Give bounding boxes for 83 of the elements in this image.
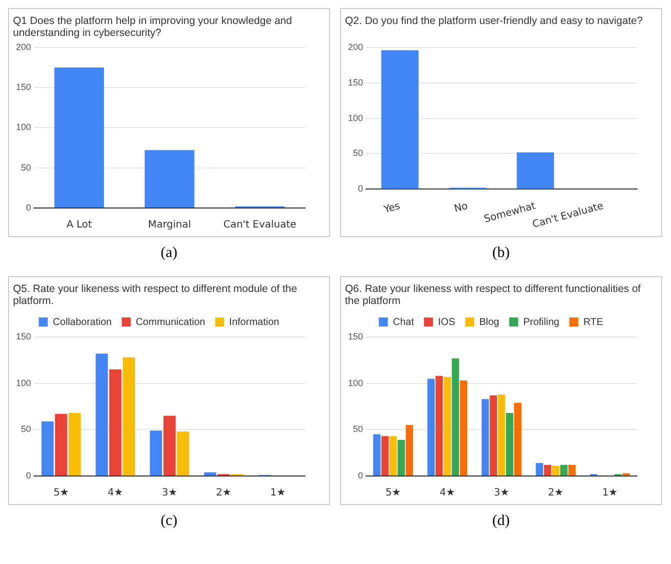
bar	[406, 425, 414, 476]
bar	[389, 436, 397, 476]
y-tick-label: 150	[16, 82, 32, 92]
bar	[144, 150, 194, 208]
chart-title: Q2. Do you find the platform user-friendly and easy to navigate?	[345, 15, 644, 29]
y-tick-label: 50	[21, 424, 32, 434]
bar	[560, 464, 568, 476]
chart-title: Q5. Rate your likeness with respect to different module of the platform.	[13, 283, 298, 307]
y-tick-label: 150	[16, 331, 32, 342]
x-tick-label: 2★	[216, 488, 232, 499]
bar	[490, 395, 498, 476]
bar	[381, 436, 389, 476]
bar	[568, 464, 576, 476]
x-tick-label: 3★	[494, 488, 510, 499]
legend-label: Profiling	[523, 316, 560, 328]
y-tick-label: 0	[26, 470, 32, 480]
bar	[514, 402, 522, 476]
x-tick-label: 4★	[108, 488, 124, 499]
bar	[536, 463, 544, 476]
x-tick-label: 4★	[440, 488, 456, 499]
bar	[460, 380, 468, 476]
text: (c)	[160, 513, 178, 530]
bar	[444, 376, 451, 476]
legend-label: Chat	[392, 316, 414, 328]
y-tick-label: 100	[16, 122, 32, 132]
legend-label: Blog	[479, 316, 500, 328]
bar	[498, 394, 506, 476]
y-tick-label: 100	[348, 378, 364, 388]
x-tick-label: Can't Evaluate	[223, 220, 296, 231]
y-tick-label: 150	[348, 77, 364, 88]
chart-title: Q1 Does the platform help in improving your knowledge and understanding in cybersecurity?	[13, 15, 293, 39]
x-tick-label: 2★	[548, 488, 564, 499]
x-tick-label: 5★	[53, 488, 69, 499]
y-tick-label: 0	[358, 184, 364, 194]
bar	[163, 416, 176, 476]
text: (a)	[160, 245, 178, 262]
x-tick-label: A Lot	[66, 220, 92, 231]
y-tick-label: 50	[353, 424, 364, 434]
y-tick-label: 100	[16, 378, 32, 388]
x-tick-label: Marginal	[148, 220, 192, 231]
legend-label: Communication	[136, 316, 206, 328]
bar	[204, 472, 216, 476]
bar	[54, 67, 104, 208]
y-tick-label: 50	[21, 162, 32, 172]
bar	[150, 430, 162, 476]
y-tick-label: 50	[353, 148, 364, 158]
bar	[436, 376, 443, 476]
bar	[68, 412, 81, 476]
bar	[55, 414, 68, 476]
y-tick-label: 150	[348, 331, 364, 342]
legend-label: Collaboration	[52, 316, 112, 328]
x-tick-label: 1★	[270, 488, 286, 499]
bar	[41, 421, 54, 476]
x-tick-label: 3★	[162, 488, 178, 499]
x-tick-label: Yes	[382, 200, 402, 216]
chart-title: Q6. Rate your likeness with respect to different functionalities of the platform	[345, 283, 642, 307]
y-tick-label: 200	[348, 42, 364, 52]
bar	[109, 369, 122, 476]
x-tick-label: 1★	[602, 488, 618, 499]
bar	[373, 434, 381, 476]
legend-label: RTE	[583, 316, 604, 328]
bar	[96, 354, 108, 476]
bar	[482, 399, 489, 476]
bar	[122, 357, 135, 476]
y-tick-label: 200	[16, 42, 32, 52]
bar	[544, 464, 552, 476]
bar	[552, 466, 560, 476]
x-tick-label: 5★	[385, 488, 401, 499]
bar	[516, 152, 554, 189]
text: (b)	[491, 245, 511, 262]
legend-label: IOS	[438, 316, 456, 328]
x-tick-label: No	[453, 200, 470, 215]
bar	[427, 378, 435, 476]
bar	[506, 412, 514, 476]
y-tick-label: 0	[358, 470, 364, 480]
y-tick-label: 100	[348, 112, 364, 123]
y-tick-label: 0	[26, 202, 32, 212]
bar	[452, 358, 460, 476]
legend-label: Information	[229, 316, 280, 328]
bar	[398, 440, 405, 476]
text: (d)	[491, 513, 511, 530]
bar	[176, 432, 190, 476]
bar	[381, 50, 419, 189]
